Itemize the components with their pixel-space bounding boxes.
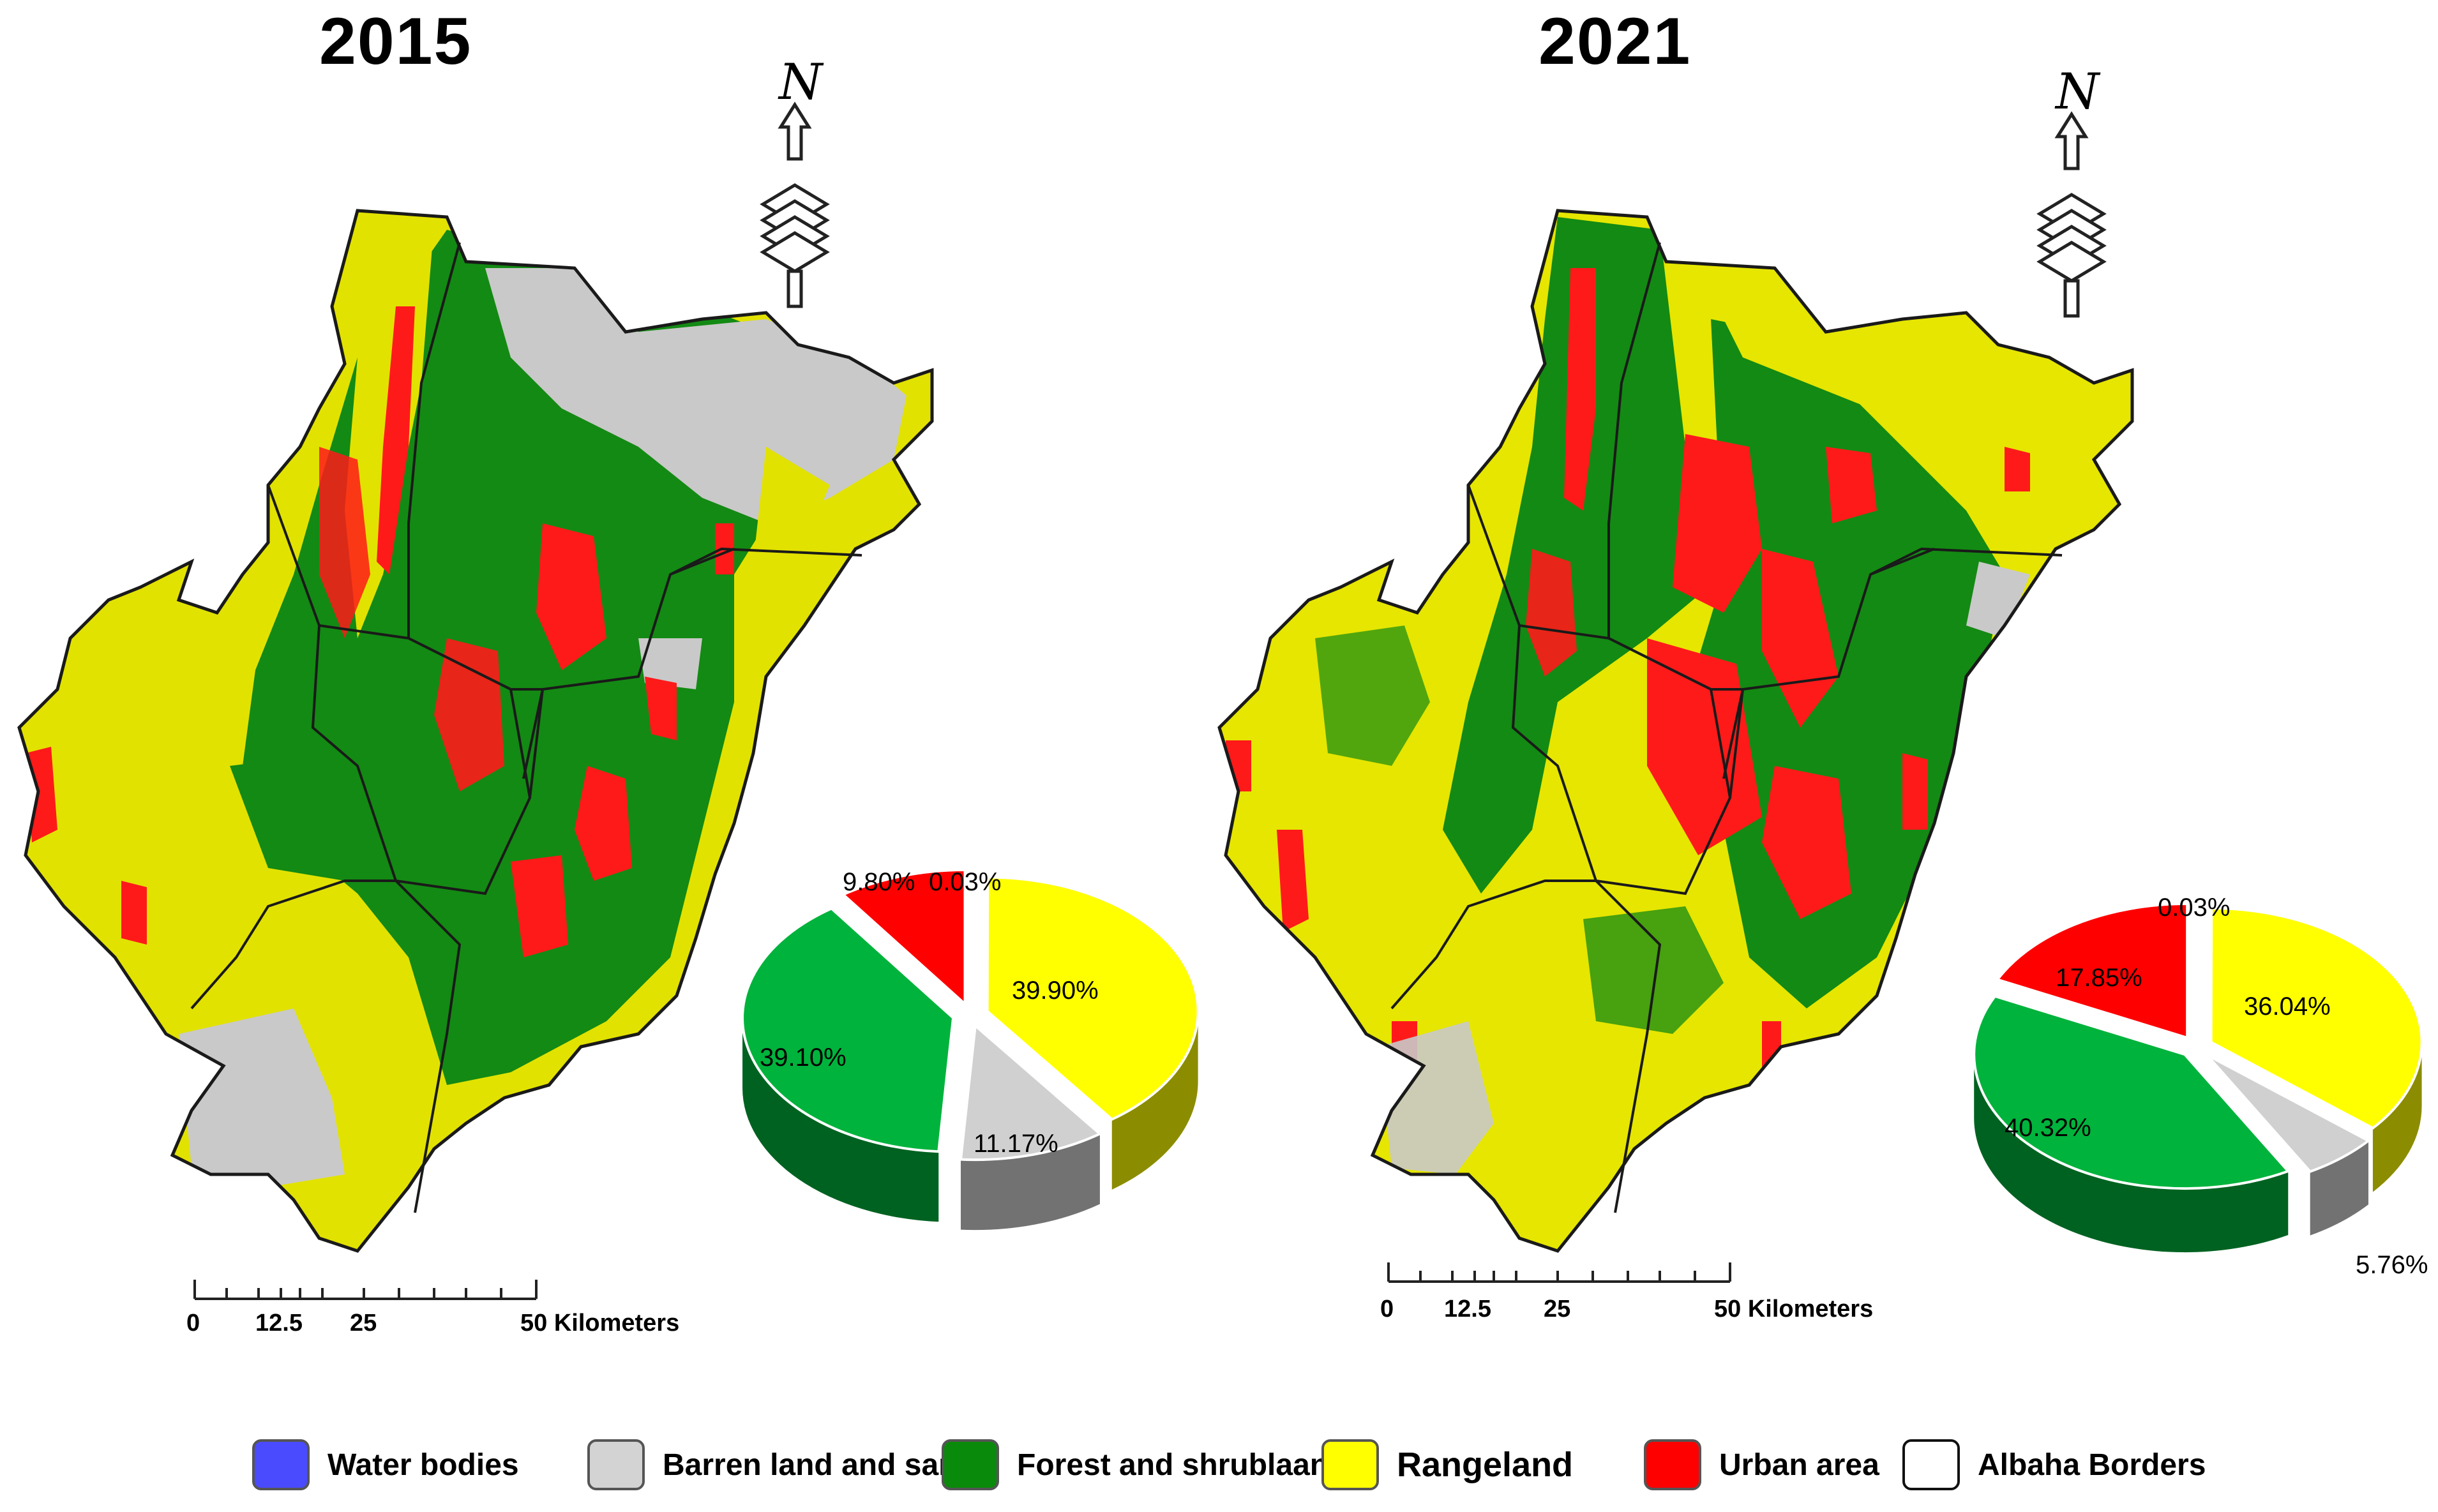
legend-item-rangeland: Rangeland xyxy=(1321,1436,1573,1493)
legend-item-forest: Forest and shrublaand xyxy=(942,1436,1347,1493)
pie-label-urban-2021: 17.85% xyxy=(2056,964,2142,992)
pie-slice-side xyxy=(742,1017,939,1222)
legend-label: Rangeland xyxy=(1397,1446,1574,1484)
pie-slice xyxy=(986,876,1200,1121)
pie-chart-2015 xyxy=(741,868,1200,1231)
pie-slice-side xyxy=(960,1134,1100,1231)
pie-slice xyxy=(1973,994,2291,1190)
legend-swatch-forest xyxy=(942,1439,999,1490)
pie-label-forest-2021: 40.32% xyxy=(2005,1114,2091,1142)
pie-slice xyxy=(2195,901,2198,1037)
north-arrow-icon: N xyxy=(760,54,830,308)
pie-slice xyxy=(969,868,972,1004)
pie-slice xyxy=(741,907,955,1153)
legend-swatch-rangeland xyxy=(1321,1439,1379,1490)
legend-label: Forest and shrublaand xyxy=(1017,1448,1348,1482)
legend-label: Water bodies xyxy=(327,1448,519,1482)
scale-bar-2015 xyxy=(193,1280,538,1300)
scale-tick-label: 12.5 xyxy=(1444,1296,1491,1322)
scale-tick-label: 50 Kilometers xyxy=(520,1310,680,1336)
legend-swatch-barren xyxy=(587,1439,645,1490)
scale-tick-label: 25 xyxy=(350,1310,377,1336)
legend-label: Albaha Borders xyxy=(1978,1448,2206,1482)
pie-label-rangeland-2021: 36.04% xyxy=(2244,992,2331,1021)
pie-slice xyxy=(2209,906,2423,1130)
scale-tick-label: 0 xyxy=(1380,1296,1394,1322)
legend-label: Urban area xyxy=(1719,1448,1879,1482)
scale-tick-label: 12.5 xyxy=(255,1310,303,1336)
pie-label-urban-2015: 9.80% xyxy=(843,868,915,896)
pie-label-rangeland-2015: 39.90% xyxy=(1012,977,1099,1005)
legend-item-urban: Urban area xyxy=(1644,1436,1879,1493)
pie-label-forest-2015: 39.10% xyxy=(760,1044,847,1072)
map-title-2015: 2015 xyxy=(319,4,472,79)
north-arrow-icon: N xyxy=(2036,63,2107,318)
scale-tick-label: 50 Kilometers xyxy=(1714,1296,1874,1322)
pie-chart-2021 xyxy=(1973,901,2423,1253)
pie-slice xyxy=(2206,1053,2371,1173)
north-label: N xyxy=(2054,63,2101,121)
pie-label-barren-2015: 11.17% xyxy=(974,1130,1058,1158)
legend-swatch-borders xyxy=(1902,1439,1960,1490)
legend-item-borders: Albaha Borders xyxy=(1902,1436,2206,1493)
scale-tick-label: 25 xyxy=(1544,1296,1571,1322)
legend-label: Barren land and sand xyxy=(663,1448,976,1482)
legend-item-water-bodies: Water bodies xyxy=(252,1436,519,1493)
pie-slice-side xyxy=(1974,1054,2289,1253)
pie-label-barren-2021: 5.76% xyxy=(2356,1251,2428,1279)
legend-item-barren: Barren land and sand xyxy=(587,1436,976,1493)
pie-slice xyxy=(959,1023,1102,1162)
pie-slice xyxy=(1995,902,2189,1040)
legend-swatch-water xyxy=(252,1439,310,1490)
legend-swatch-urban xyxy=(1644,1439,1701,1490)
scale-tick-label: 0 xyxy=(186,1310,200,1336)
scale-bar-2021 xyxy=(1387,1262,1731,1283)
north-label: N xyxy=(778,54,824,111)
pie-label-water-2021: 0.03% xyxy=(2158,894,2231,922)
pie-slice-side xyxy=(2310,1141,2368,1236)
pie-label-water-2015: 0.03% xyxy=(929,868,1002,896)
pie-slice-side xyxy=(2372,1042,2422,1192)
map-title-2021: 2021 xyxy=(1539,4,1692,79)
pie-slice-side xyxy=(1111,1011,1198,1190)
pie-slice xyxy=(841,869,967,1007)
